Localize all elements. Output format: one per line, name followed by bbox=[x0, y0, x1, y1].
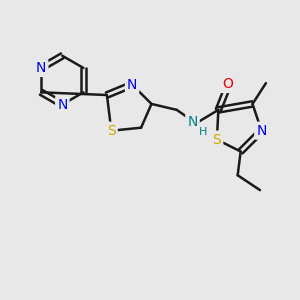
Text: S: S bbox=[212, 133, 221, 147]
Text: N: N bbox=[36, 61, 46, 75]
Text: N: N bbox=[127, 78, 137, 92]
Text: N: N bbox=[256, 124, 267, 138]
Text: O: O bbox=[222, 77, 233, 91]
Text: N: N bbox=[57, 98, 68, 112]
Text: S: S bbox=[107, 124, 116, 138]
Text: N: N bbox=[187, 115, 198, 129]
Text: H: H bbox=[198, 127, 207, 136]
